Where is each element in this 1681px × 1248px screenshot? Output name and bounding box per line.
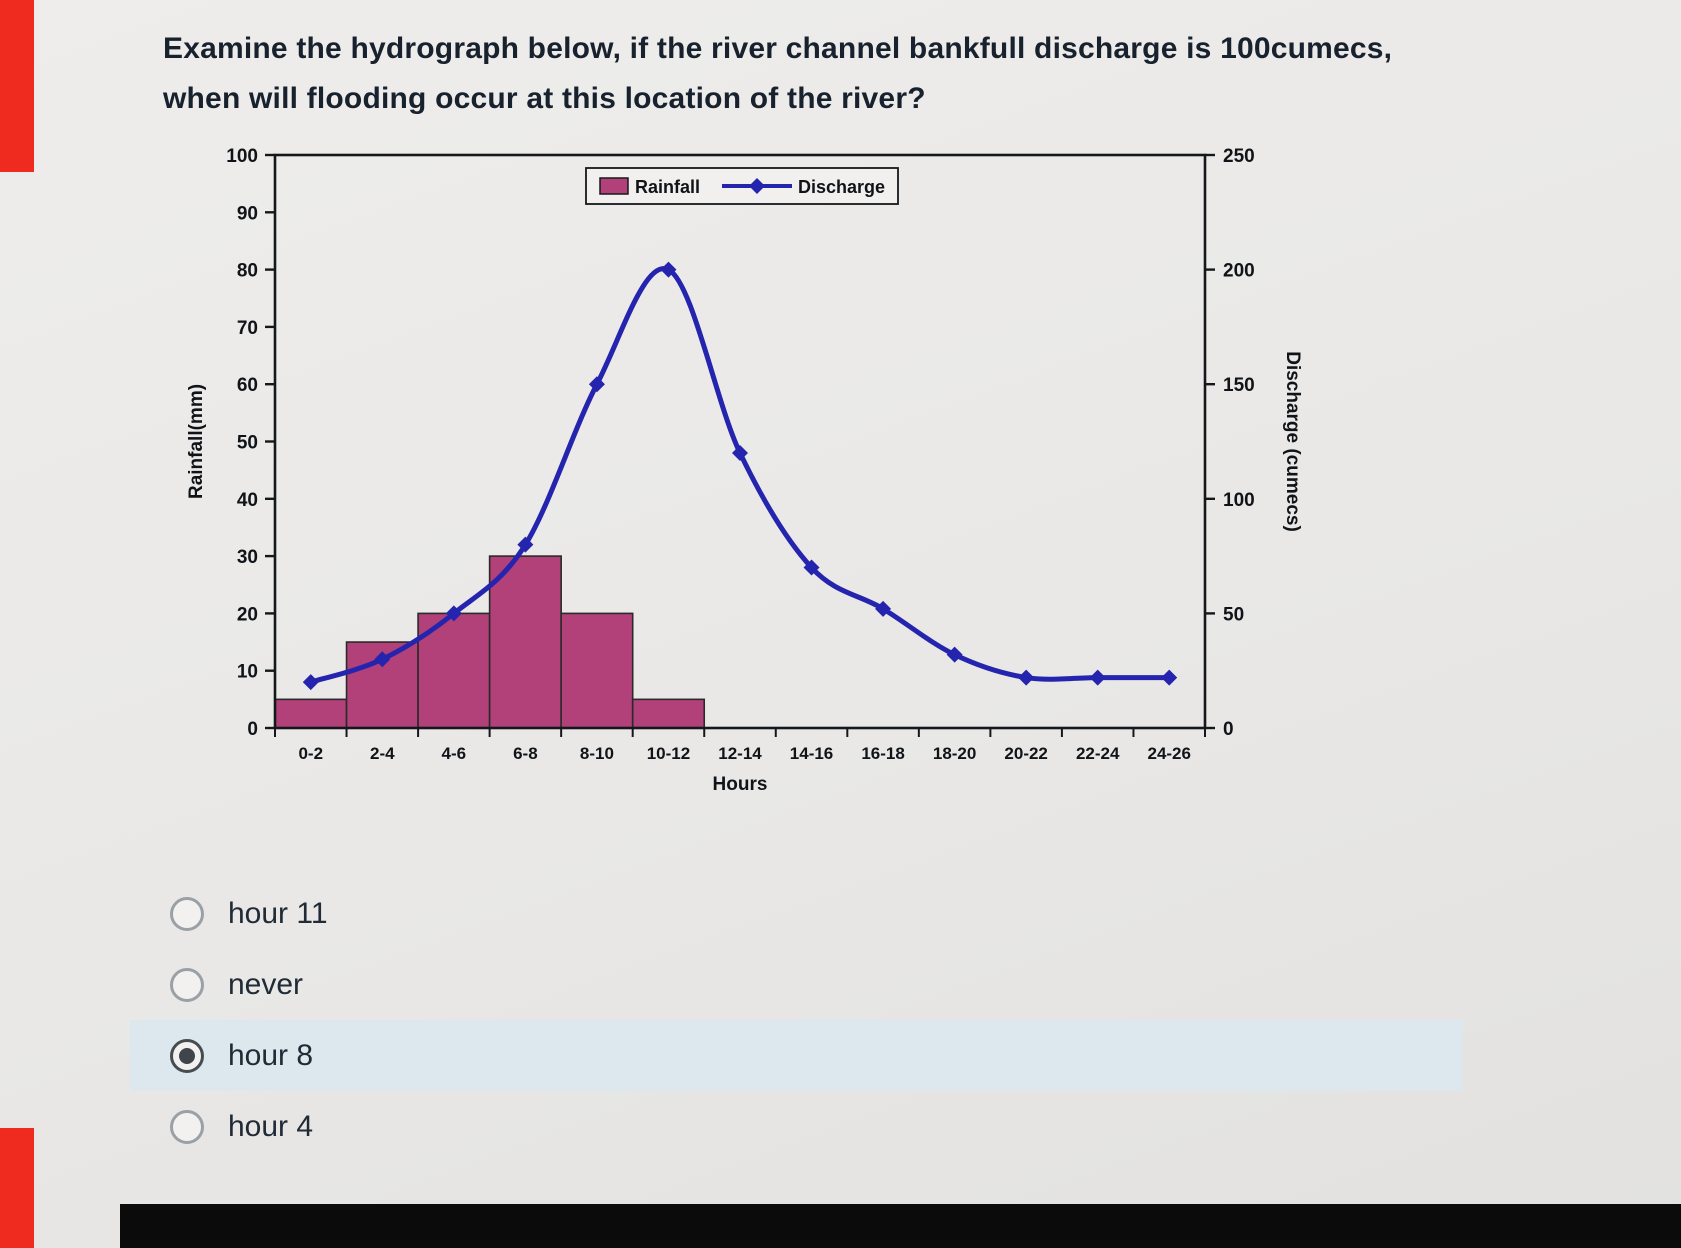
discharge-marker <box>374 651 391 668</box>
answer-option-row[interactable]: hour 8 <box>130 1020 1463 1091</box>
red-edge-strip-top <box>0 0 34 172</box>
radio-button[interactable] <box>170 1038 204 1073</box>
radio-button[interactable] <box>170 967 204 1002</box>
discharge-marker <box>660 261 677 278</box>
svg-text:100: 100 <box>226 146 258 167</box>
red-edge-strip-bottom <box>0 1128 34 1248</box>
x-axis-title: Hours <box>713 774 768 795</box>
svg-text:90: 90 <box>237 203 258 224</box>
svg-text:0: 0 <box>247 719 258 740</box>
left-axis-title: Rainfall(mm) <box>186 384 207 499</box>
answer-option-label: hour 8 <box>228 1038 314 1072</box>
discharge-marker <box>1161 669 1178 686</box>
question-line-1: Examine the hydrograph below, if the riv… <box>163 32 1393 65</box>
svg-text:22-24: 22-24 <box>1076 744 1120 763</box>
discharge-marker <box>517 536 534 553</box>
discharge-marker <box>875 600 892 617</box>
answer-option-row[interactable]: hour 11 <box>130 878 1463 949</box>
discharge-marker <box>302 674 319 691</box>
svg-text:6-8: 6-8 <box>513 744 538 763</box>
svg-text:12-14: 12-14 <box>718 744 762 763</box>
svg-text:80: 80 <box>237 261 258 282</box>
answer-option-row[interactable]: never <box>130 949 1463 1020</box>
svg-text:40: 40 <box>237 490 258 511</box>
svg-text:0-2: 0-2 <box>298 744 323 763</box>
answer-options: hour 11 never hour 8 hour 4 <box>130 878 1463 1162</box>
svg-text:2-4: 2-4 <box>370 744 395 763</box>
svg-text:0: 0 <box>1223 719 1234 740</box>
bottom-bar <box>120 1204 1681 1248</box>
svg-text:18-20: 18-20 <box>933 744 976 763</box>
legend-discharge-marker <box>749 178 765 194</box>
discharge-marker <box>803 559 820 576</box>
answer-option-label: hour 11 <box>228 896 328 930</box>
discharge-marker <box>1018 669 1035 686</box>
question-title: Examine the hydrograph below, if the riv… <box>163 24 1392 124</box>
chart-legend: Rainfall Discharge <box>585 167 899 205</box>
svg-text:250: 250 <box>1223 146 1255 167</box>
svg-text:10: 10 <box>237 662 258 683</box>
rainfall-bars <box>274 555 706 729</box>
discharge-marker <box>588 376 605 393</box>
svg-text:16-18: 16-18 <box>861 744 904 763</box>
svg-text:150: 150 <box>1223 375 1255 396</box>
svg-text:4-6: 4-6 <box>442 744 467 763</box>
legend-rainfall-swatch <box>599 177 629 195</box>
radio-button[interactable] <box>170 1109 204 1144</box>
svg-text:200: 200 <box>1223 261 1255 282</box>
chart-canvas: 0 10 20 30 40 50 60 70 80 90 100 0 50 100 150 200 250 0-2… <box>186 146 1303 795</box>
answer-option-row[interactable]: hour 4 <box>130 1091 1463 1162</box>
legend-rainfall-label: Rainfall <box>635 177 700 197</box>
hydrograph-chart: 0 10 20 30 40 50 60 70 80 90 100 0 50 100 150 200 250 0-2… <box>150 128 1410 833</box>
svg-text:70: 70 <box>237 318 258 339</box>
svg-text:50: 50 <box>237 433 258 454</box>
question-line-2: when will flooding occur at this locatio… <box>163 82 926 115</box>
discharge-marker <box>946 646 963 663</box>
svg-text:30: 30 <box>237 547 258 568</box>
svg-text:8-10: 8-10 <box>580 744 614 763</box>
discharge-marker <box>732 444 748 461</box>
radio-dot <box>179 1047 195 1064</box>
discharge-line <box>308 266 1172 685</box>
svg-text:20: 20 <box>237 604 258 625</box>
svg-text:100: 100 <box>1223 490 1255 511</box>
answer-option-label: never <box>228 967 304 1001</box>
svg-text:10-12: 10-12 <box>647 744 690 763</box>
radio-button[interactable] <box>170 896 204 931</box>
svg-text:20-22: 20-22 <box>1004 744 1047 763</box>
discharge-marker <box>445 605 462 622</box>
discharge-marker <box>1089 669 1106 686</box>
svg-text:60: 60 <box>237 375 258 396</box>
right-axis-title: Discharge (cumecs) <box>1282 351 1303 532</box>
svg-text:50: 50 <box>1223 604 1244 625</box>
svg-text:24-26: 24-26 <box>1147 744 1190 763</box>
legend-discharge-label: Discharge <box>798 177 885 197</box>
svg-text:14-16: 14-16 <box>790 744 833 763</box>
answer-option-label: hour 4 <box>228 1109 314 1143</box>
